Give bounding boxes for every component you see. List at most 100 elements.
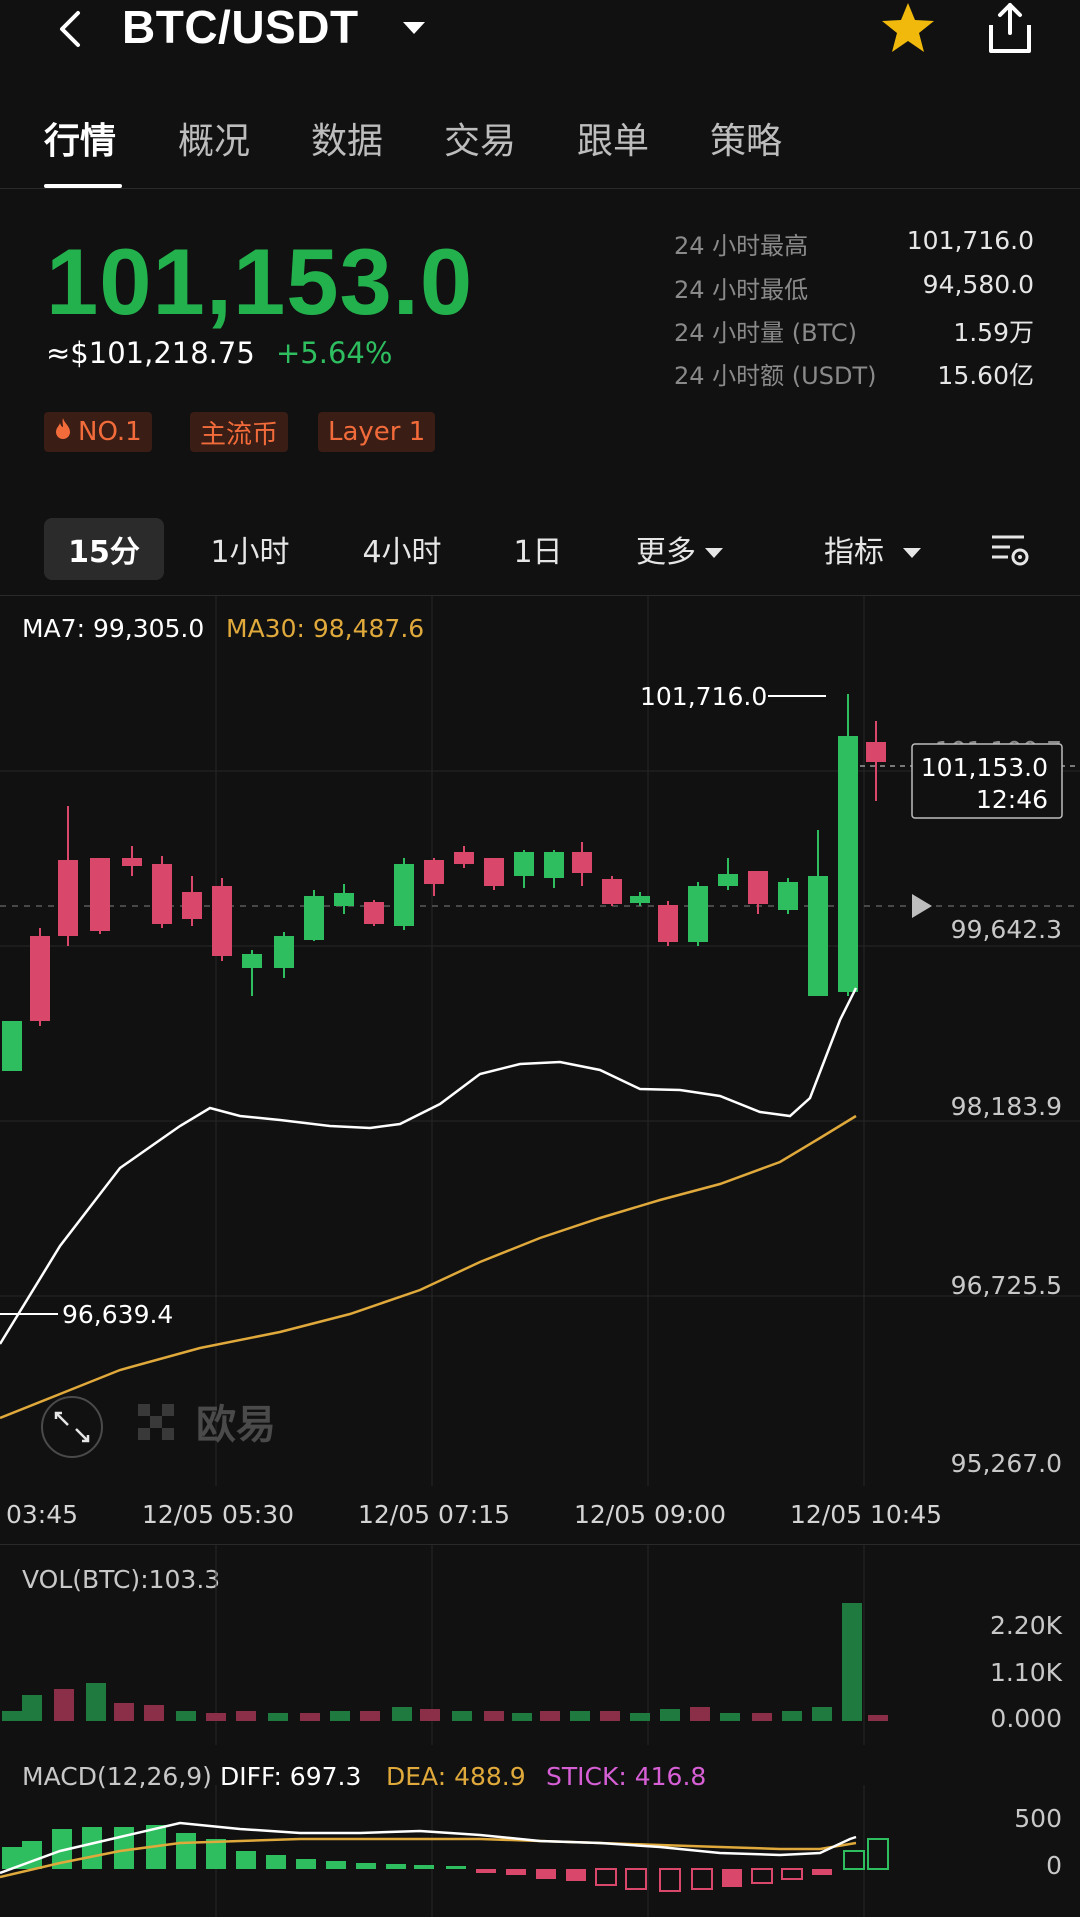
- tab-trade[interactable]: 交易: [444, 121, 517, 162]
- play-arrow-icon: [912, 894, 932, 918]
- stat-value-high: 101,716.0: [906, 226, 1034, 255]
- timeframe-15m[interactable]: 15分: [44, 518, 164, 580]
- macd-bar: [812, 1869, 832, 1875]
- timeframe-1h[interactable]: 1小时: [210, 535, 290, 570]
- watermark-text: 欧易: [196, 1402, 276, 1448]
- usd-price: ≈$101,218.75: [46, 336, 255, 370]
- tab-data[interactable]: 数据: [311, 121, 384, 162]
- tag-category[interactable]: 主流币: [190, 412, 289, 452]
- volume-bar: [114, 1703, 134, 1721]
- indicator-dropdown[interactable]: 指标: [808, 518, 938, 580]
- caret-down-icon[interactable]: [398, 12, 430, 44]
- volume-bar: [570, 1711, 590, 1721]
- candle: [2, 1021, 22, 1071]
- x-tick: 03:45: [6, 1500, 79, 1529]
- macd-bar: [52, 1829, 72, 1869]
- stat-label-high: 24 小时最高: [674, 232, 809, 260]
- y-tick: 95,267.0: [951, 1449, 1062, 1478]
- candle: [718, 858, 738, 890]
- stat-label-volume: 24 小时量 (BTC): [674, 319, 857, 347]
- low-marker-label: 96,639.4: [62, 1300, 173, 1329]
- vol-y-tick: 2.20K: [990, 1611, 1063, 1640]
- macd-bar: [751, 1868, 773, 1884]
- candle: [748, 871, 768, 914]
- volume-bar: [420, 1709, 440, 1721]
- macd-chart[interactable]: 500 0: [0, 1745, 1080, 1917]
- candle: [778, 878, 798, 914]
- candle: [514, 850, 534, 888]
- candlestick-chart[interactable]: 101,716.0 96,639.4 101,100.7 99,642.3 98…: [0, 596, 1080, 1486]
- volume-bar: [300, 1713, 320, 1721]
- current-price-label: 101,153.0: [921, 753, 1048, 782]
- macd-bar: [2, 1847, 22, 1869]
- current-price-box: [911, 743, 1063, 819]
- macd-bar: [722, 1869, 742, 1887]
- pair-title[interactable]: BTC/USDT: [122, 1, 359, 53]
- macd-bar: [296, 1859, 316, 1869]
- candle: [572, 842, 592, 886]
- volume-bar: [540, 1711, 560, 1721]
- watermark-logo: [138, 1404, 174, 1440]
- macd-bar: [506, 1869, 526, 1875]
- timeframe-4h[interactable]: 4小时: [362, 535, 442, 570]
- macd-bar: [659, 1868, 681, 1892]
- more-timeframes-dropdown[interactable]: 更多: [620, 518, 740, 580]
- more-label: 更多: [636, 535, 696, 570]
- tag-rank[interactable]: NO.1: [44, 412, 152, 452]
- volume-bar: [360, 1711, 380, 1721]
- tab-strategy[interactable]: 策略: [710, 121, 783, 162]
- volume-bar: [206, 1713, 226, 1721]
- high-marker-label: 101,716.0: [640, 682, 767, 711]
- candle: [364, 900, 384, 926]
- stat-label-low: 24 小时最低: [674, 276, 809, 304]
- macd-bar: [843, 1850, 865, 1870]
- candle: [424, 858, 444, 896]
- volume-bar: [630, 1713, 650, 1721]
- tab-market[interactable]: 行情: [44, 121, 117, 162]
- candle: [688, 882, 708, 946]
- divider: [0, 1544, 1080, 1545]
- macd-bar: [206, 1839, 226, 1869]
- volume-bar: [512, 1713, 532, 1721]
- current-time-label: 12:46: [976, 785, 1048, 814]
- ma7-legend: MA7: 99,305.0: [22, 614, 205, 643]
- price-change: +5.64%: [276, 336, 393, 370]
- volume-bar: [868, 1715, 888, 1721]
- volume-bars: [2, 1603, 888, 1721]
- macd-bar: [266, 1855, 286, 1869]
- candle: [182, 876, 202, 926]
- macd-bar: [414, 1865, 434, 1869]
- expand-icon: [41, 1396, 103, 1458]
- macd-bar: [356, 1863, 376, 1869]
- ma30-legend: MA30: 98,487.6: [226, 614, 425, 643]
- dea-line: [0, 1837, 857, 1879]
- tab-overview[interactable]: 概况: [178, 121, 251, 162]
- volume-bar: [782, 1711, 802, 1721]
- y-tick: 99,642.3: [951, 915, 1062, 944]
- macd-bar: [236, 1851, 256, 1869]
- y-tick: 96,725.5: [951, 1271, 1062, 1300]
- volume-bar: [452, 1711, 472, 1721]
- star-icon[interactable]: [878, 0, 938, 58]
- volume-bar: [236, 1711, 256, 1721]
- volume-chart[interactable]: 2.20K 1.10K 0.000: [0, 1545, 1080, 1745]
- macd-bar: [595, 1868, 617, 1886]
- candle: [658, 901, 678, 946]
- tag-layer[interactable]: Layer 1: [318, 412, 436, 452]
- grid: [0, 596, 1080, 1486]
- macd-bar: [82, 1827, 102, 1869]
- stat-value-volume: 1.59万: [953, 318, 1034, 347]
- timeframe-1d[interactable]: 1日: [513, 535, 563, 570]
- tab-copytrade[interactable]: 跟单: [577, 121, 650, 162]
- macd-y-tick: 0: [1046, 1851, 1062, 1880]
- macd-diff-legend: DIFF: 697.3: [220, 1762, 362, 1791]
- chevron-left-icon[interactable]: [46, 4, 96, 54]
- macd-bar: [446, 1866, 466, 1869]
- last-price: 101,153.0: [46, 229, 474, 334]
- macd-bar: [781, 1868, 803, 1880]
- volume-bar: [600, 1711, 620, 1721]
- volume-bar: [86, 1683, 106, 1721]
- share-icon[interactable]: [980, 0, 1040, 58]
- macd-bar: [566, 1869, 586, 1881]
- chart-settings-icon[interactable]: [982, 518, 1038, 580]
